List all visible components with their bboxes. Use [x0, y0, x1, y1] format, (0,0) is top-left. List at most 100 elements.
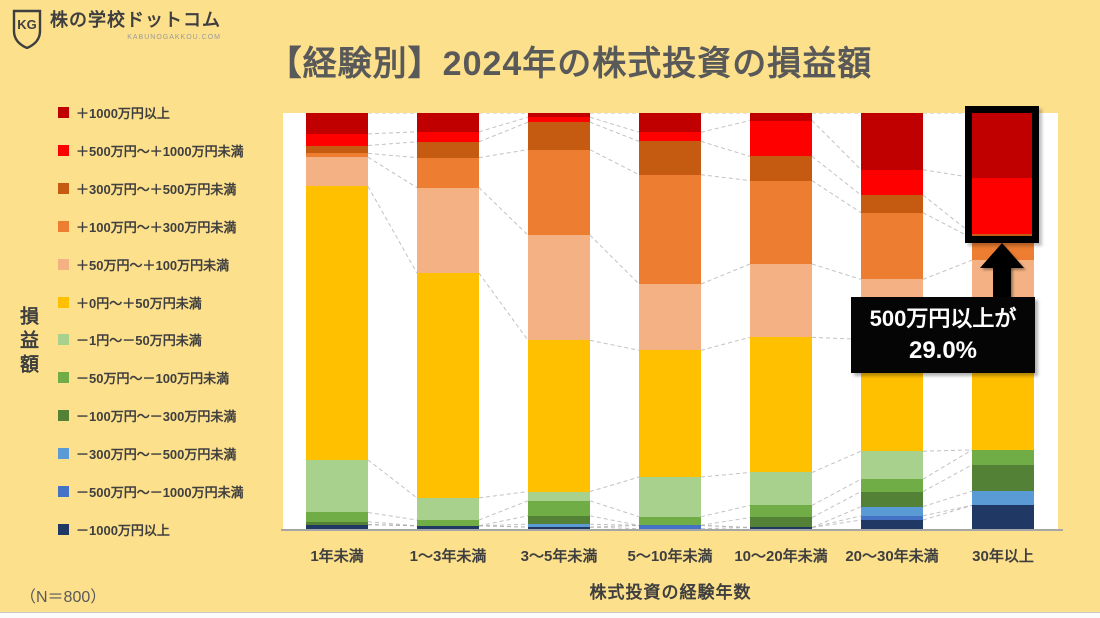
brand-logo: KG 株の学校ドットコム KABUNOGAKKOU.COM [12, 7, 221, 49]
brand-name: 株の学校ドットコム [50, 10, 221, 30]
legend-swatch-icon [58, 144, 69, 156]
x-axis-line [281, 529, 1063, 531]
x-tick-label: 1年未満 [310, 548, 364, 565]
legend-swatch-icon [58, 258, 69, 270]
legend-item: －50万円～－100万円未満 [58, 368, 286, 387]
bar-segment [750, 180, 812, 264]
legend-label: －300万円～－500万円未満 [76, 447, 237, 463]
bar-segment [528, 122, 590, 150]
legend-swatch-icon [58, 523, 69, 535]
bar-segment [972, 177, 1034, 234]
bar-segment [972, 464, 1034, 492]
bar-segment [528, 113, 590, 118]
bar-segment [528, 500, 590, 516]
x-tick-label: 3～5年未満 [520, 548, 598, 565]
bar-segment [972, 449, 1034, 465]
bar-segment [639, 516, 701, 526]
legend-label: ＋0円～＋50万円未満 [76, 295, 202, 311]
bar-segment [750, 113, 812, 121]
bar-segment [639, 477, 701, 517]
x-tick-label: 1～3年未満 [409, 548, 487, 565]
legend-item: ＋1000万円以上 [58, 103, 286, 122]
bar-segment [750, 120, 812, 157]
bar-segment [528, 149, 590, 236]
bar-segment [306, 512, 368, 522]
bar-segment [528, 515, 590, 525]
bar-segment [306, 157, 368, 187]
bar-segment [528, 235, 590, 341]
bar-segment [528, 117, 590, 123]
x-axis-title: 株式投資の経験年数 [589, 583, 752, 602]
bar-segment [861, 451, 923, 480]
bar-segment [306, 153, 368, 158]
x-tick-label: 10～20年未満 [734, 548, 828, 565]
bar-segment [306, 145, 368, 154]
annotation-arrow-head-icon [980, 243, 1024, 268]
legend-swatch-icon [58, 182, 69, 194]
bar-column [528, 113, 590, 530]
bar-segment [972, 113, 1034, 178]
x-tick-label: 5～10年未満 [627, 548, 713, 565]
legend-item: －1円～－50万円未満 [58, 330, 286, 349]
brand-monogram: KG [17, 17, 37, 32]
bar-segment [750, 505, 812, 518]
brand-shield-icon: KG [12, 9, 42, 49]
annotation-line1: 500万円以上が [869, 306, 1017, 331]
legend-label: －1000万円以上 [76, 522, 170, 538]
bar-segment [417, 141, 479, 158]
annotation-line2: 29.0% [908, 337, 978, 364]
bar-segment [861, 169, 923, 196]
bar-segment [972, 233, 1034, 239]
bar-segment [306, 521, 368, 525]
legend-item: ＋50万円～＋100万円未満 [58, 255, 286, 274]
bar-segment [861, 519, 923, 530]
bar-column [639, 113, 701, 530]
bar-segment [750, 156, 812, 181]
legend-label: ＋300万円～＋500万円未満 [76, 181, 237, 197]
bar-column [417, 113, 479, 530]
legend-label: ＋500万円～＋1000万円未満 [76, 143, 244, 159]
legend-label: ＋50万円～＋100万円未満 [76, 257, 230, 273]
bar-segment [861, 195, 923, 213]
bar-segment [861, 212, 923, 280]
legend-swatch-icon [58, 486, 69, 498]
legend-swatch-icon [58, 107, 69, 118]
legend-swatch-icon [58, 220, 69, 232]
bar-segment [528, 491, 590, 501]
bar-segment [306, 524, 368, 530]
legend-item: ＋100万円～＋300万円未満 [58, 217, 286, 236]
sample-size-note: （N＝800） [20, 589, 107, 606]
bar-segment [861, 506, 923, 516]
legend-item: ＋0円～＋50万円未満 [58, 293, 286, 312]
bar-segment [861, 491, 923, 507]
bar-segment [750, 472, 812, 506]
bar-segment [528, 527, 590, 530]
bar-segment [639, 174, 701, 284]
bar-segment [306, 133, 368, 146]
legend-swatch-icon [58, 448, 69, 460]
legend-item: ＋500万円～＋1000万円未満 [58, 141, 286, 160]
bar-segment [417, 525, 479, 530]
bar-segment [306, 459, 368, 513]
bar-segment [639, 113, 701, 133]
bar-segment [972, 505, 1034, 530]
y-axis-title: 損益額 [17, 306, 38, 378]
bar-segment [861, 479, 923, 492]
bar-segment [750, 263, 812, 338]
bar-segment [972, 491, 1034, 506]
chart-title: 【経験別】2024年の株式投資の損益額 [267, 45, 873, 83]
legend-item: －500万円～－1000万円未満 [58, 482, 286, 501]
bar-segment [306, 113, 368, 134]
legend-item: －300万円～－500万円未満 [58, 444, 286, 463]
bar-segment [639, 132, 701, 142]
bar-segment [750, 527, 812, 530]
legend-swatch-icon [58, 372, 69, 384]
bar-segment [639, 525, 701, 529]
bar-segment [306, 186, 368, 460]
legend-label: ＋100万円～＋300万円未満 [76, 219, 237, 235]
legend-swatch-icon [58, 410, 69, 422]
annotation-arrow-shaft [993, 266, 1011, 299]
legend-item: －100万円～－300万円未満 [58, 406, 286, 425]
legend-label: －500万円～－1000万円未満 [76, 485, 244, 501]
bar-column [750, 113, 812, 530]
